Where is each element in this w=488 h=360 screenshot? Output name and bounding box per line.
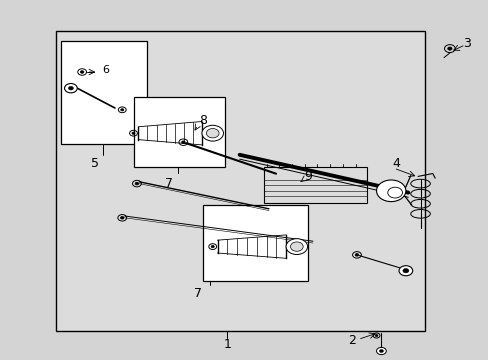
Circle shape — [285, 239, 307, 255]
Circle shape — [354, 253, 358, 256]
Circle shape — [181, 141, 185, 144]
Circle shape — [290, 242, 303, 251]
Circle shape — [379, 350, 383, 352]
Circle shape — [121, 109, 123, 111]
Text: 4: 4 — [391, 157, 399, 170]
Text: 9: 9 — [304, 170, 311, 183]
Bar — [61, 41, 146, 144]
Circle shape — [135, 182, 139, 185]
Circle shape — [80, 71, 84, 73]
Text: 1: 1 — [223, 338, 231, 351]
Circle shape — [202, 125, 223, 141]
Text: 3: 3 — [462, 37, 470, 50]
Circle shape — [402, 269, 408, 273]
Circle shape — [68, 86, 73, 90]
Text: 7: 7 — [194, 287, 202, 300]
Circle shape — [376, 347, 386, 355]
Text: 5: 5 — [91, 157, 99, 170]
Text: 7: 7 — [164, 177, 172, 190]
Circle shape — [64, 84, 77, 93]
Text: 6: 6 — [102, 65, 109, 75]
Circle shape — [447, 47, 451, 50]
Circle shape — [120, 216, 124, 219]
Circle shape — [398, 266, 412, 276]
Bar — [134, 97, 224, 167]
Circle shape — [132, 132, 135, 134]
Bar — [56, 31, 425, 331]
Text: 8: 8 — [199, 114, 206, 127]
Bar — [203, 205, 307, 281]
Circle shape — [376, 180, 405, 202]
Circle shape — [211, 246, 214, 248]
Circle shape — [374, 334, 377, 337]
Text: 2: 2 — [347, 334, 355, 347]
Circle shape — [206, 129, 219, 138]
Circle shape — [387, 187, 402, 198]
Bar — [264, 167, 366, 203]
